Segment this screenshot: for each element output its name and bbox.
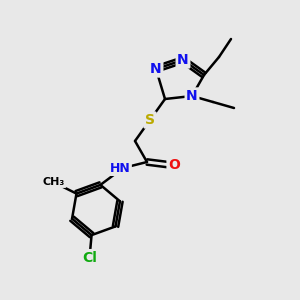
Text: N: N (150, 62, 162, 76)
Text: N: N (177, 53, 189, 67)
Text: HN: HN (110, 161, 130, 175)
Text: CH₃: CH₃ (43, 177, 65, 187)
Text: S: S (145, 113, 155, 127)
Text: Cl: Cl (82, 250, 98, 265)
Text: O: O (168, 158, 180, 172)
Text: N: N (186, 89, 198, 103)
